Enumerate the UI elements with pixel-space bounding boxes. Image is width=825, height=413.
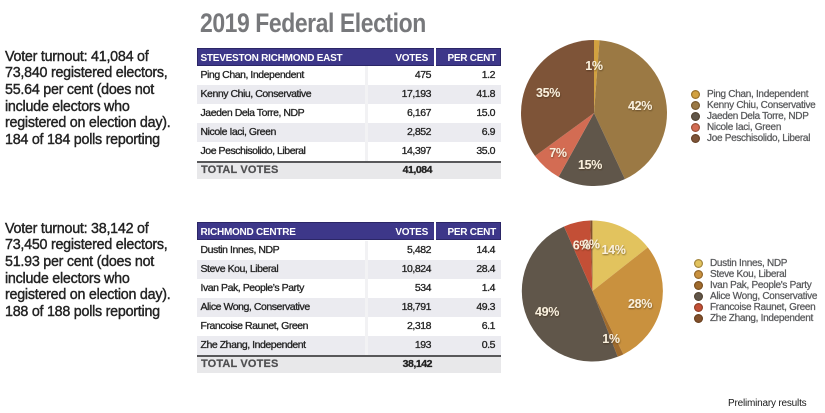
svg-text:7%: 7%: [549, 146, 567, 160]
svg-text:14%: 14%: [601, 243, 625, 257]
svg-text:6%: 6%: [573, 239, 591, 253]
svg-text:1%: 1%: [602, 332, 620, 346]
svg-text:15%: 15%: [578, 158, 602, 172]
svg-text:49%: 49%: [535, 305, 559, 319]
svg-text:28%: 28%: [628, 297, 652, 311]
svg-text:42%: 42%: [628, 99, 652, 113]
svg-text:0%: 0%: [582, 238, 600, 252]
svg-text:1%: 1%: [585, 59, 603, 73]
svg-text:35%: 35%: [536, 86, 560, 100]
